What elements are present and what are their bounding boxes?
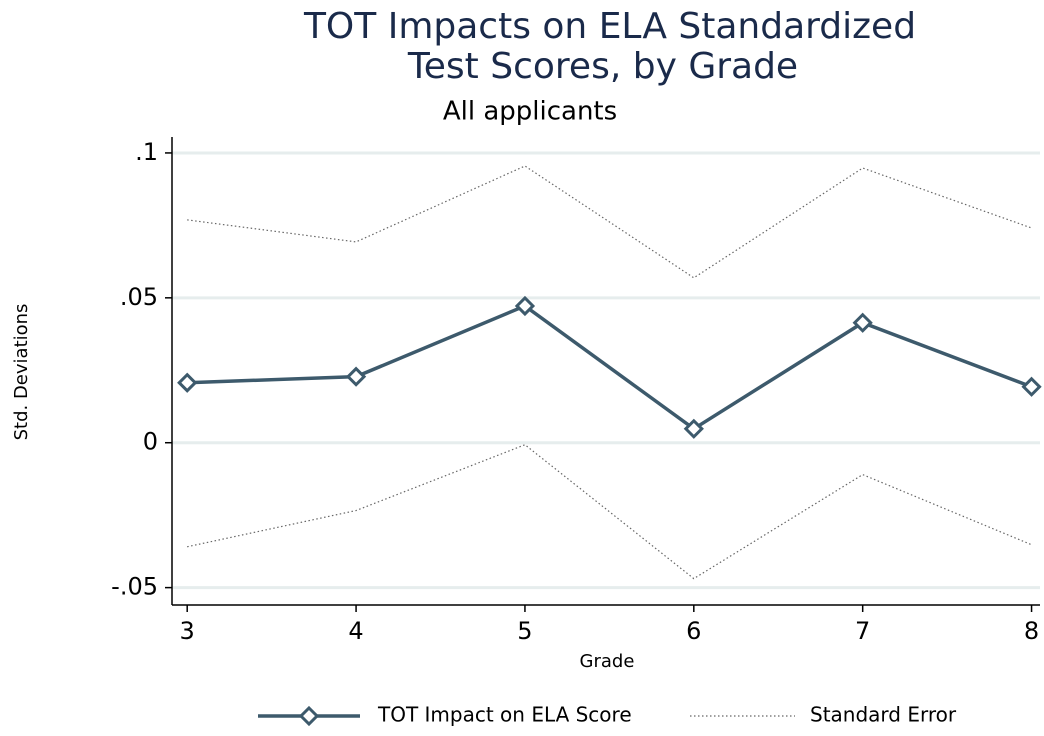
legend-label: TOT Impact on ELA Score xyxy=(377,703,632,727)
y-tick-label: .05 xyxy=(120,283,158,311)
legend-marker xyxy=(298,705,320,727)
marker xyxy=(1021,376,1042,397)
y-axis-label: Std. Deviations xyxy=(11,304,32,441)
x-tick-label: 5 xyxy=(517,617,532,645)
marker xyxy=(852,312,873,333)
x-axis-label: Grade xyxy=(580,651,635,672)
x-tick-label: 4 xyxy=(348,617,363,645)
legend-label: Standard Error xyxy=(810,703,957,727)
x-tick-label: 7 xyxy=(855,617,870,645)
chart-title: Test Scores, by Grade xyxy=(407,46,798,87)
y-tick-label: .1 xyxy=(135,138,158,166)
impact-line xyxy=(187,303,1033,431)
y-tick-label: 0 xyxy=(143,428,158,456)
chart-title: TOT Impacts on ELA Standardized xyxy=(303,6,916,47)
marker xyxy=(514,295,536,317)
se-line xyxy=(187,165,1032,279)
se-line xyxy=(187,444,1032,580)
marker xyxy=(177,372,198,393)
y-tick-label: -.05 xyxy=(111,573,158,601)
marker xyxy=(345,366,367,387)
marker xyxy=(683,418,704,439)
x-tick-label: 6 xyxy=(686,617,701,645)
x-tick-label: 8 xyxy=(1024,617,1039,645)
chart-subtitle: All applicants xyxy=(443,97,617,127)
x-tick-label: 3 xyxy=(180,617,195,645)
